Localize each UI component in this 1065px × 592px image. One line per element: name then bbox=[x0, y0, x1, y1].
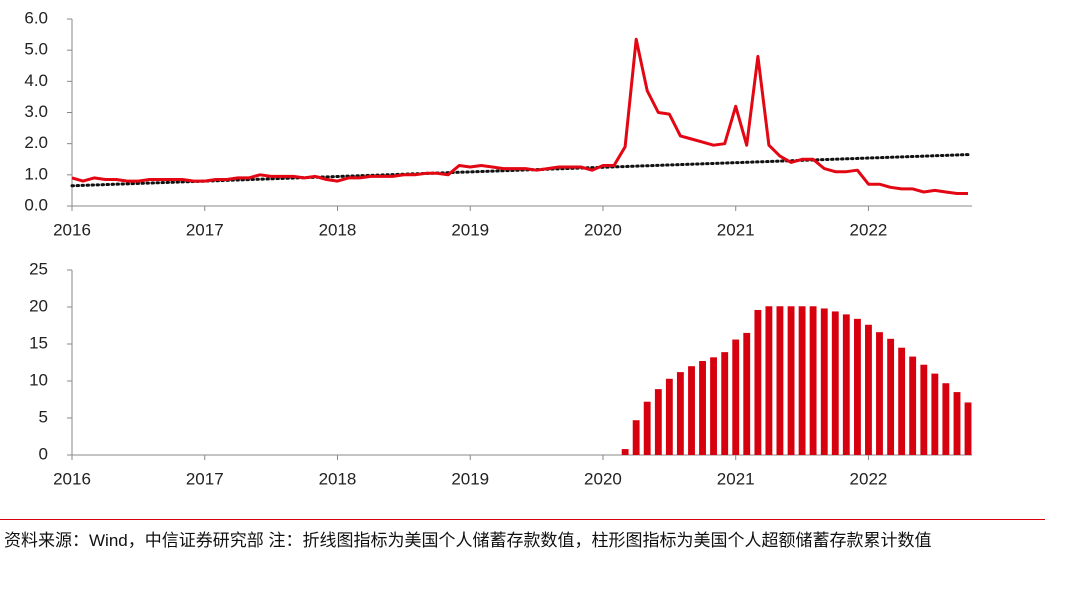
y-tick-label: 3.0 bbox=[24, 102, 48, 121]
y-tick-label: 1.0 bbox=[24, 164, 48, 183]
bar bbox=[876, 332, 883, 455]
source-note: 资料来源：Wind，中信证券研究部 注：折线图指标为美国个人储蓄存款数值，柱形图… bbox=[4, 531, 932, 550]
bar bbox=[676, 372, 684, 455]
y-tick-label: 6.0 bbox=[24, 8, 48, 27]
x-tick-label: 2016 bbox=[53, 469, 91, 488]
bar bbox=[754, 309, 762, 455]
bar bbox=[787, 306, 795, 455]
bar bbox=[721, 352, 729, 455]
bar bbox=[909, 356, 917, 455]
x-tick-label: 2017 bbox=[186, 220, 224, 239]
y-tick-label: 5 bbox=[39, 407, 48, 426]
x-tick-label: 2019 bbox=[451, 220, 489, 239]
bar bbox=[632, 420, 640, 455]
bar bbox=[665, 378, 673, 455]
bar bbox=[765, 306, 773, 455]
bar bbox=[920, 364, 928, 455]
y-tick-label: 5.0 bbox=[24, 40, 48, 59]
bar bbox=[732, 339, 740, 455]
bar bbox=[942, 383, 950, 455]
bar bbox=[831, 311, 839, 455]
bar bbox=[820, 308, 828, 455]
data-line bbox=[71, 37, 968, 195]
bar bbox=[964, 402, 972, 455]
x-tick-label: 2021 bbox=[717, 220, 755, 239]
bar bbox=[953, 392, 961, 455]
y-tick-label: 20 bbox=[29, 296, 48, 315]
x-tick-label: 2020 bbox=[584, 220, 622, 239]
y-tick-label: 15 bbox=[29, 333, 48, 352]
x-tick-label: 2019 bbox=[451, 469, 489, 488]
bar bbox=[654, 389, 662, 455]
bar bbox=[887, 338, 895, 455]
separator bbox=[0, 519, 1045, 520]
y-tick-label: 4.0 bbox=[24, 71, 48, 90]
bar bbox=[854, 318, 861, 455]
y-tick-label: 10 bbox=[29, 370, 48, 389]
x-tick-label: 2018 bbox=[319, 220, 357, 239]
x-tick-label: 2016 bbox=[53, 220, 91, 239]
bar bbox=[643, 401, 651, 455]
bar bbox=[798, 306, 806, 455]
bar bbox=[621, 449, 629, 455]
bar bbox=[931, 373, 939, 455]
bar bbox=[688, 366, 695, 455]
x-tick-label: 2017 bbox=[186, 469, 224, 488]
y-tick-label: 0 bbox=[39, 444, 48, 463]
bar bbox=[743, 332, 751, 455]
bar bbox=[809, 306, 817, 455]
y-tick-label: 2.0 bbox=[24, 133, 48, 152]
bar bbox=[865, 324, 872, 455]
bar bbox=[842, 314, 850, 455]
y-tick-label: 25 bbox=[29, 259, 48, 278]
bar bbox=[898, 347, 906, 455]
y-tick-label: 0.0 bbox=[24, 195, 48, 214]
x-tick-label: 2022 bbox=[850, 220, 888, 239]
x-tick-label: 2018 bbox=[319, 469, 357, 488]
bar bbox=[776, 306, 784, 455]
x-tick-label: 2021 bbox=[717, 469, 755, 488]
x-tick-label: 2020 bbox=[584, 469, 622, 488]
bar bbox=[699, 361, 706, 455]
x-tick-label: 2022 bbox=[850, 469, 888, 488]
bar bbox=[710, 357, 717, 455]
